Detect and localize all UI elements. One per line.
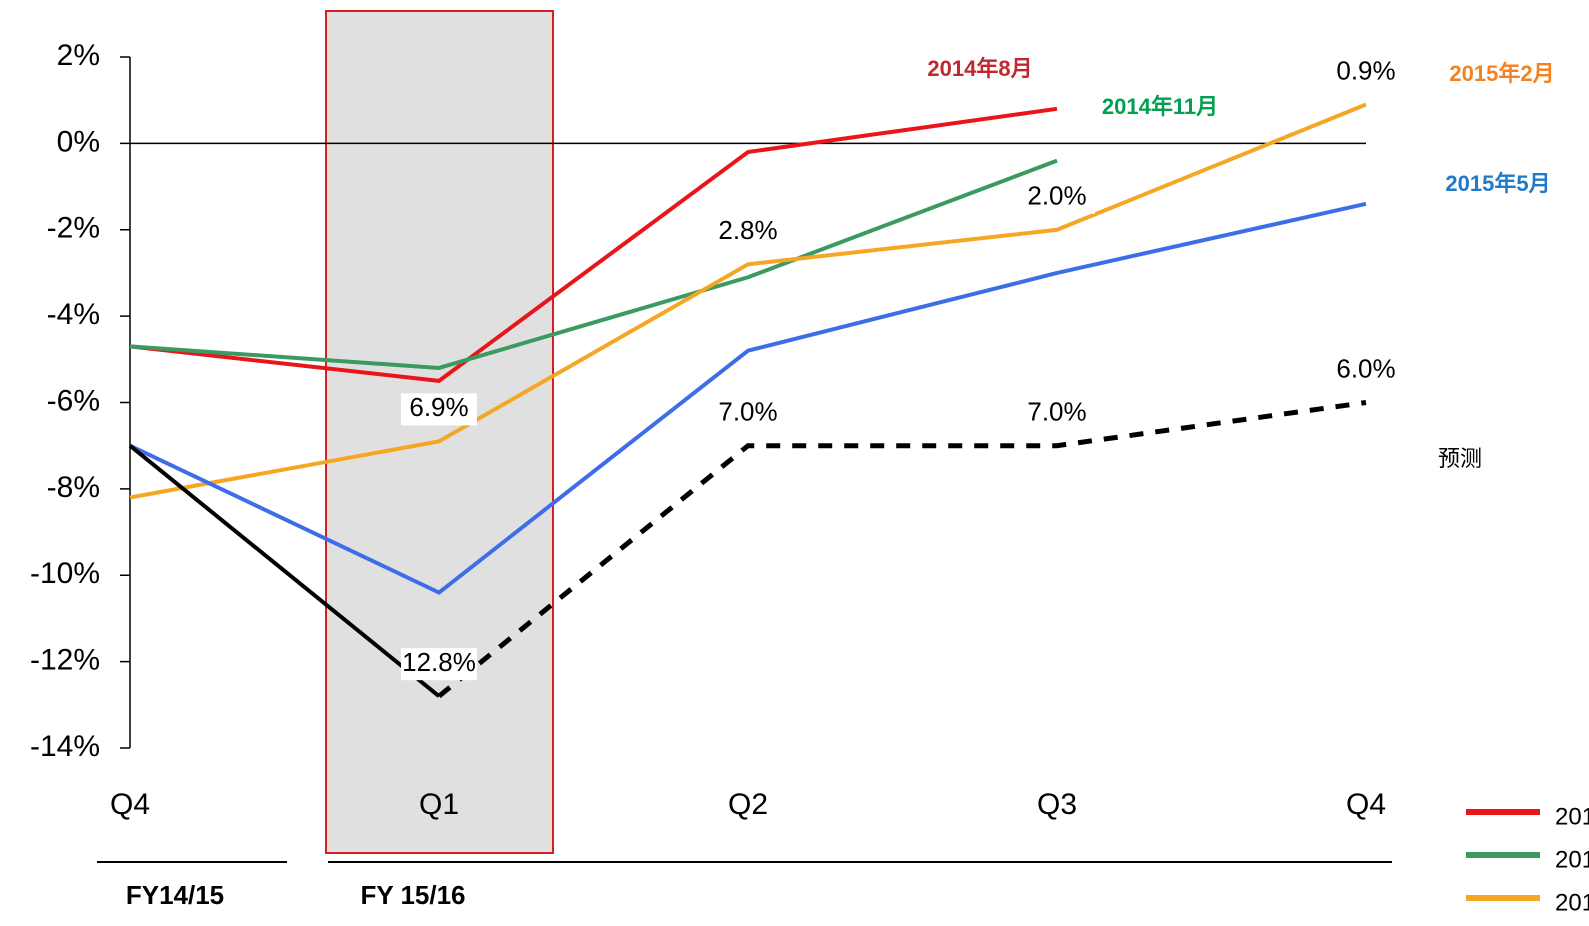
y-tick-label: -6% (47, 384, 100, 417)
value-label-bg (710, 397, 786, 430)
value-label-bg (1019, 181, 1095, 214)
value-label: 12.8% (402, 647, 476, 677)
series-line (129, 102, 1367, 500)
y-tick-label: 2% (57, 39, 100, 72)
value-label: 6.9% (409, 392, 468, 422)
x-tick-label: Q2 (728, 788, 768, 821)
y-tick-label: -14% (30, 730, 100, 763)
value-label: 2.0% (1027, 181, 1086, 211)
value-label-bg (1328, 56, 1404, 89)
series-line (128, 444, 441, 698)
series-line (129, 106, 1058, 383)
value-label-bg (1328, 354, 1404, 387)
highlight-box (325, 10, 554, 854)
legend-label: 2015年2月 (1555, 889, 1589, 916)
value-label: 7.0% (1027, 397, 1086, 427)
y-tick-label: -4% (47, 298, 100, 331)
group-label: FY 15/16 (360, 880, 465, 910)
series-line (129, 158, 1058, 370)
value-label-bg (1019, 397, 1095, 430)
y-tick-label: -12% (30, 644, 100, 677)
value-label: 6.0% (1336, 353, 1395, 383)
x-tick-label: Q4 (1346, 788, 1386, 821)
value-label: 7.0% (718, 397, 777, 427)
series-label: 2015年2月 (1449, 61, 1554, 86)
series-label: 预测 (1438, 446, 1482, 471)
x-tick-label: Q3 (1037, 788, 1077, 821)
value-label-bg (401, 393, 477, 426)
series-label: 2015年5月 (1445, 171, 1550, 196)
y-tick-label: -10% (30, 557, 100, 590)
series-label: 2014年11月 (1102, 94, 1218, 119)
y-tick-label: -2% (47, 212, 100, 245)
value-label-bg (401, 648, 477, 681)
series-line (437, 400, 1367, 699)
value-label: 0.9% (1336, 55, 1395, 85)
legend-label: 2014年11月 (1555, 846, 1589, 873)
group-label: FY14/15 (126, 880, 224, 910)
x-tick-label: Q1 (419, 788, 459, 821)
y-tick-label: -8% (47, 471, 100, 504)
x-tick-label: Q4 (110, 788, 150, 821)
legend-label: 2014年8月 (1555, 803, 1589, 830)
y-tick-label: 0% (57, 125, 100, 158)
value-label-bg (710, 216, 786, 249)
series-line (129, 201, 1367, 595)
series-label: 2014年8月 (927, 56, 1032, 81)
value-label: 2.8% (718, 215, 777, 245)
